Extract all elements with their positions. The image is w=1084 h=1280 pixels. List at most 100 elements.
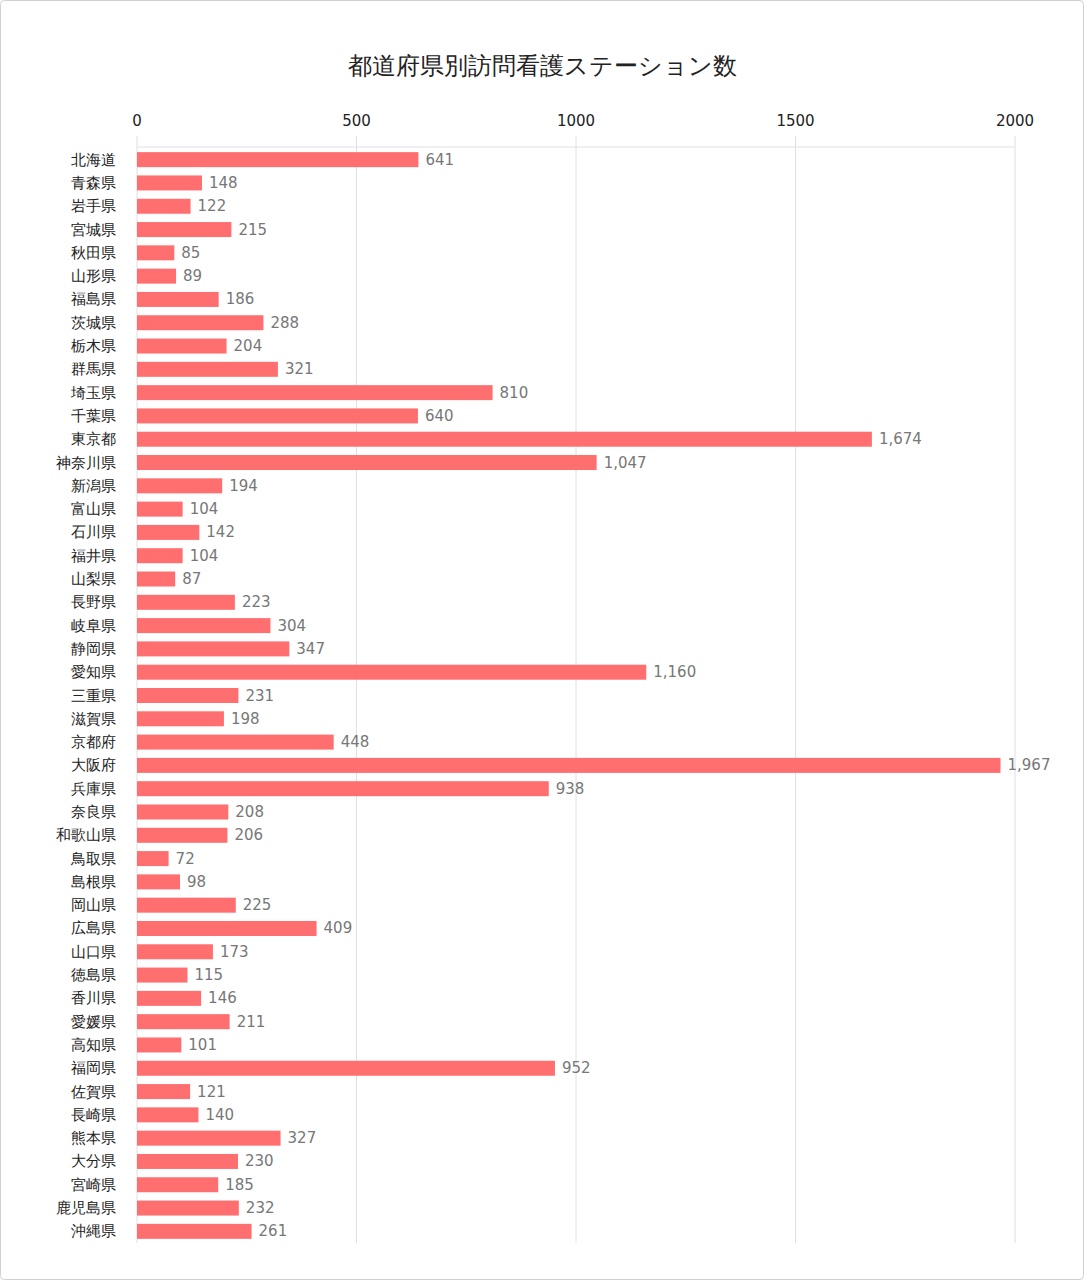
bar — [137, 292, 219, 307]
frame — [1, 1, 1084, 1280]
category-label: 宮崎県 — [71, 1176, 116, 1194]
data-label: 230 — [245, 1152, 274, 1170]
grid-line — [1015, 136, 1016, 1243]
data-label: 327 — [288, 1129, 317, 1147]
category-label: 徳島県 — [71, 966, 116, 984]
bar — [137, 525, 199, 540]
category-label: 神奈川県 — [56, 454, 116, 472]
data-label: 304 — [277, 617, 306, 635]
bar — [137, 502, 183, 517]
axis-line — [137, 147, 1015, 148]
bar — [137, 1061, 555, 1076]
bar — [137, 968, 187, 983]
category-label: 富山県 — [71, 500, 116, 518]
tick-label: 0 — [132, 112, 142, 130]
data-label: 185 — [225, 1176, 254, 1194]
bar — [137, 432, 872, 447]
bar — [137, 711, 224, 726]
data-label: 173 — [220, 943, 249, 961]
category-label: 静岡県 — [71, 640, 116, 658]
category-label: 広島県 — [71, 919, 116, 937]
chart: 都道府県別訪問看護ステーション数0500100015002000北海道641青森… — [0, 0, 1084, 1280]
data-label: 72 — [176, 850, 195, 868]
data-label: 1,047 — [604, 454, 647, 472]
bar — [137, 641, 289, 656]
data-label: 142 — [206, 523, 235, 541]
data-label: 208 — [235, 803, 264, 821]
bar — [137, 548, 183, 563]
category-label: 福井県 — [71, 547, 116, 565]
bar — [137, 1084, 190, 1099]
category-label: 埼玉県 — [70, 384, 116, 402]
category-label: 熊本県 — [71, 1129, 116, 1147]
data-label: 261 — [259, 1222, 288, 1240]
bar — [137, 362, 278, 377]
bar — [137, 269, 176, 284]
tick-label: 1000 — [557, 112, 595, 130]
bar — [137, 688, 238, 703]
category-label: 岐阜県 — [71, 617, 116, 635]
category-label: 千葉県 — [71, 407, 116, 425]
bar — [137, 199, 191, 214]
category-label: 群馬県 — [71, 360, 116, 378]
data-label: 204 — [234, 337, 263, 355]
category-label: 岩手県 — [71, 197, 116, 215]
bar — [137, 408, 418, 423]
data-label: 148 — [209, 174, 238, 192]
bar — [137, 455, 597, 470]
data-label: 1,160 — [653, 663, 696, 681]
bar — [137, 1154, 238, 1169]
bar — [137, 781, 549, 796]
data-label: 409 — [324, 919, 353, 937]
bar — [137, 315, 263, 330]
data-label: 225 — [243, 896, 272, 914]
grid — [137, 136, 1015, 1243]
grid-line — [356, 136, 357, 1243]
category-label: 兵庫県 — [71, 780, 116, 798]
bar — [137, 478, 222, 493]
data-label: 115 — [194, 966, 223, 984]
data-label: 211 — [237, 1013, 266, 1031]
bar — [137, 758, 1001, 773]
data-label: 98 — [187, 873, 206, 891]
category-label: 鹿児島県 — [56, 1199, 116, 1217]
data-label: 223 — [242, 593, 271, 611]
bar — [137, 804, 228, 819]
data-label: 121 — [197, 1083, 226, 1101]
category-label: 青森県 — [71, 174, 116, 192]
category-label: 京都府 — [71, 733, 116, 751]
data-label: 952 — [562, 1059, 591, 1077]
bar — [137, 898, 236, 913]
category-label: 栃木県 — [71, 337, 116, 355]
category-label: 北海道 — [71, 151, 116, 169]
data-label: 101 — [188, 1036, 217, 1054]
bar — [137, 245, 174, 260]
bar — [137, 851, 169, 866]
data-label: 640 — [425, 407, 454, 425]
title: 都道府県別訪問看護ステーション数 — [348, 52, 737, 80]
data-label: 87 — [182, 570, 201, 588]
category-label: 福島県 — [71, 290, 116, 308]
bars — [137, 152, 1001, 1239]
category-label: 三重県 — [71, 687, 116, 705]
bar — [137, 1131, 281, 1146]
category-label: 香川県 — [71, 989, 116, 1007]
bar — [137, 665, 646, 680]
category-label: 鳥取県 — [70, 850, 116, 868]
bar — [137, 572, 175, 587]
tick-label: 2000 — [996, 112, 1034, 130]
category-label: 大阪府 — [71, 756, 116, 774]
tick-label: 1500 — [776, 112, 814, 130]
data-label: 104 — [190, 547, 219, 565]
category-label: 愛媛県 — [71, 1013, 116, 1031]
category-label: 和歌山県 — [56, 826, 116, 844]
data-label: 206 — [234, 826, 263, 844]
data-label: 194 — [229, 477, 258, 495]
data-label: 85 — [181, 244, 200, 262]
data-label: 1,674 — [879, 430, 922, 448]
bar — [137, 828, 227, 843]
category-label: 佐賀県 — [71, 1083, 116, 1101]
category-label: 宮城県 — [71, 221, 116, 239]
category-label: 愛知県 — [71, 663, 116, 681]
data-label: 215 — [238, 221, 267, 239]
